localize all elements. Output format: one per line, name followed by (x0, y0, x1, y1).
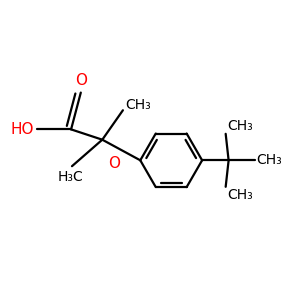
Text: O: O (75, 73, 87, 88)
Text: CH₃: CH₃ (125, 98, 151, 112)
Text: CH₃: CH₃ (227, 188, 253, 202)
Text: CH₃: CH₃ (227, 118, 253, 133)
Text: O: O (108, 156, 120, 171)
Text: H₃C: H₃C (58, 170, 83, 184)
Text: HO: HO (11, 122, 34, 137)
Text: CH₃: CH₃ (256, 153, 282, 167)
